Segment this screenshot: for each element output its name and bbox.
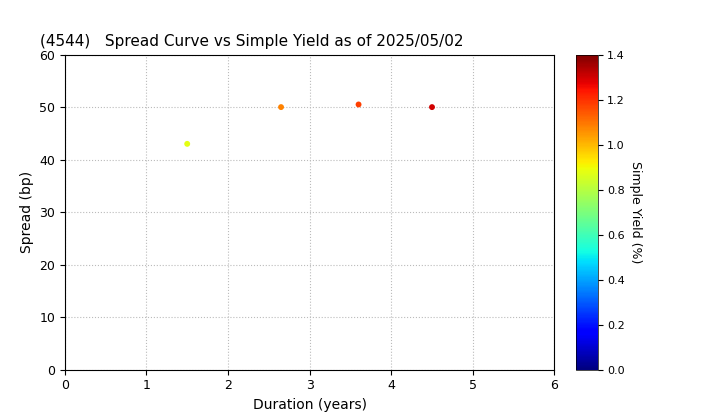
X-axis label: Duration (years): Duration (years) bbox=[253, 398, 366, 412]
Point bbox=[426, 104, 438, 110]
Y-axis label: Simple Yield (%): Simple Yield (%) bbox=[629, 161, 642, 263]
Point bbox=[353, 101, 364, 108]
Text: (4544)   Spread Curve vs Simple Yield as of 2025/05/02: (4544) Spread Curve vs Simple Yield as o… bbox=[40, 34, 464, 49]
Point bbox=[275, 104, 287, 110]
Y-axis label: Spread (bp): Spread (bp) bbox=[19, 171, 34, 253]
Point bbox=[181, 140, 193, 147]
